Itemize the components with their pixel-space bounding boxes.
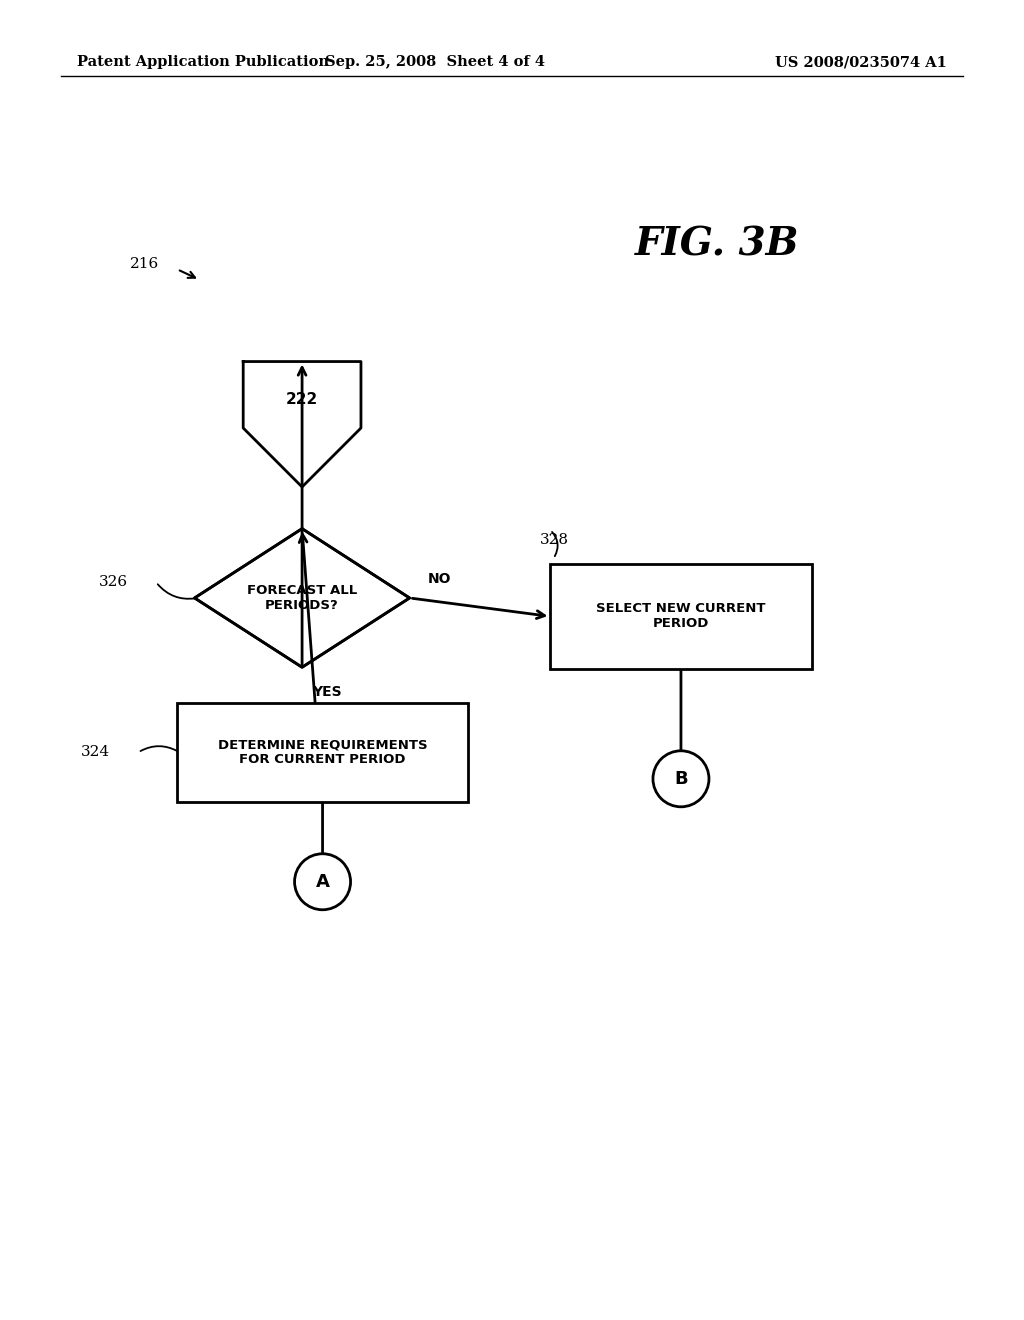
Circle shape (295, 854, 350, 909)
Text: Patent Application Publication: Patent Application Publication (77, 55, 329, 69)
Circle shape (653, 751, 709, 807)
Text: US 2008/0235074 A1: US 2008/0235074 A1 (775, 55, 947, 69)
Polygon shape (244, 362, 360, 487)
Text: 216: 216 (129, 257, 159, 271)
Text: 328: 328 (541, 533, 569, 546)
Bar (551, 564, 812, 669)
Text: YES: YES (312, 685, 342, 700)
Text: 326: 326 (99, 576, 128, 589)
Text: 222: 222 (286, 392, 318, 407)
Bar (177, 702, 469, 801)
Text: Sep. 25, 2008  Sheet 4 of 4: Sep. 25, 2008 Sheet 4 of 4 (326, 55, 545, 69)
Text: DETERMINE REQUIREMENTS
FOR CURRENT PERIOD: DETERMINE REQUIREMENTS FOR CURRENT PERIO… (218, 738, 427, 767)
Polygon shape (195, 529, 410, 668)
Text: 324: 324 (81, 746, 111, 759)
Text: SELECT NEW CURRENT
PERIOD: SELECT NEW CURRENT PERIOD (596, 602, 766, 631)
Text: FIG. 3B: FIG. 3B (635, 226, 799, 263)
Text: FORECAST ALL
PERIODS?: FORECAST ALL PERIODS? (247, 583, 357, 612)
Text: NO: NO (428, 572, 452, 586)
Text: B: B (674, 770, 688, 788)
Text: A: A (315, 873, 330, 891)
